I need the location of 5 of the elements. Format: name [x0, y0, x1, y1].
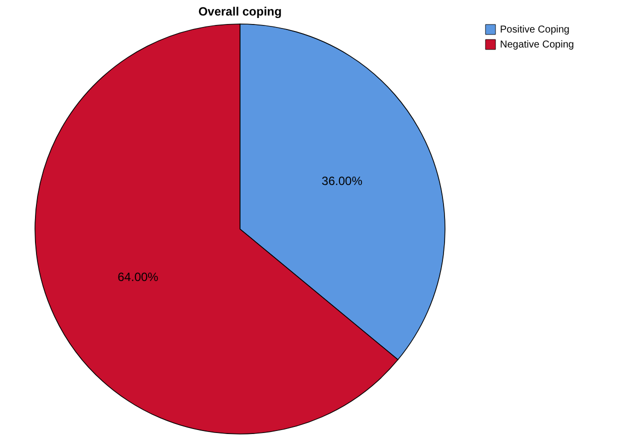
chart-title: Overall coping — [198, 4, 282, 18]
legend-label: Positive Coping — [500, 24, 570, 36]
data-label: 64.00% — [118, 270, 159, 284]
data-label: 36.00% — [322, 174, 363, 188]
legend-label: Negative Coping — [500, 40, 574, 50]
